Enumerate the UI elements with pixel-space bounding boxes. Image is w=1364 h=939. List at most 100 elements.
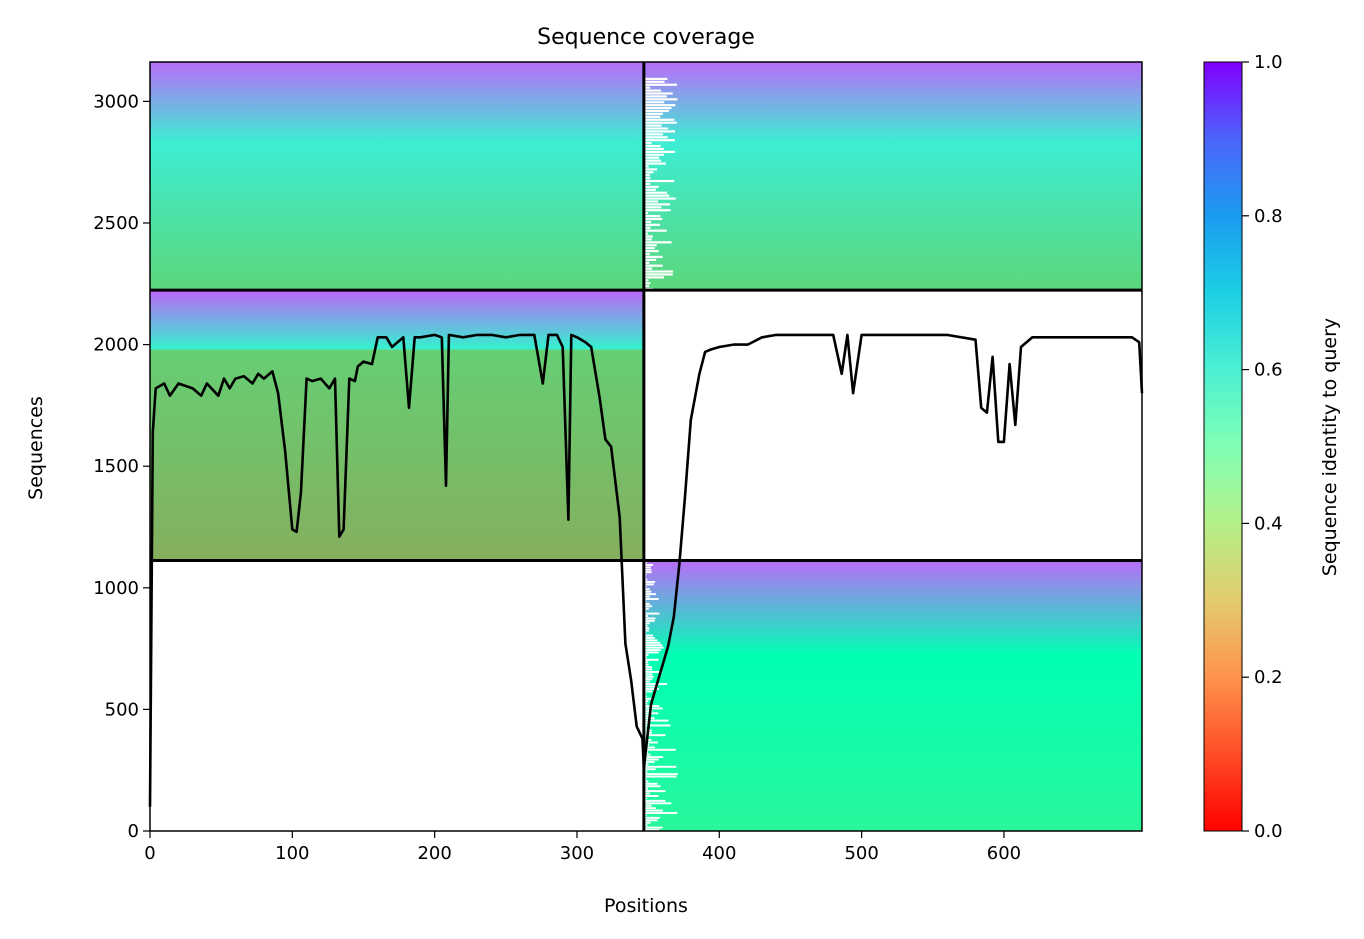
gap-mark xyxy=(643,83,678,86)
gap-mark xyxy=(643,634,653,637)
gap-mark xyxy=(643,244,657,247)
gap-mark xyxy=(643,697,654,700)
gap-mark xyxy=(643,792,650,795)
gap-mark xyxy=(643,583,654,586)
gap-mark xyxy=(643,670,663,673)
y-axis-label: Sequences xyxy=(25,396,47,500)
gap-mark xyxy=(643,220,652,223)
gap-mark xyxy=(643,142,652,145)
y-tick-label: 3000 xyxy=(93,91,139,112)
gap-mark xyxy=(643,617,656,620)
gap-mark xyxy=(643,598,659,600)
gap-mark xyxy=(643,232,648,235)
gap-mark xyxy=(643,687,660,690)
gap-mark xyxy=(643,690,653,693)
gap-mark xyxy=(643,121,677,124)
gap-mark xyxy=(643,264,663,267)
gap-mark xyxy=(643,799,666,802)
gap-mark xyxy=(643,661,649,664)
coverage-gaps xyxy=(643,77,678,831)
gap-mark xyxy=(643,685,658,688)
gap-mark xyxy=(643,605,653,608)
gap-mark xyxy=(643,593,656,596)
gap-mark xyxy=(643,194,670,197)
gap-mark xyxy=(643,127,669,130)
x-tick-label: 300 xyxy=(560,843,594,864)
coverage-block-0 xyxy=(150,62,644,291)
gap-mark xyxy=(643,130,676,133)
gap-mark xyxy=(643,804,652,807)
gap-mark xyxy=(643,802,672,805)
gap-mark xyxy=(643,675,654,678)
colorbar-ticks: 0.0 0.2 0.4 0.6 0.8 1.0 xyxy=(1242,52,1283,842)
gap-mark xyxy=(643,165,649,168)
gap-mark xyxy=(643,238,652,241)
gap-mark xyxy=(643,118,675,121)
y-tick-label: 1000 xyxy=(93,578,139,599)
gap-mark xyxy=(643,86,651,89)
coverage-line xyxy=(148,333,1144,807)
gap-mark xyxy=(643,595,650,598)
gap-mark xyxy=(643,765,677,768)
gap-mark xyxy=(643,174,650,177)
gap-mark xyxy=(643,563,654,566)
gap-mark xyxy=(643,819,658,822)
y-tick-label: 500 xyxy=(105,699,139,720)
gap-mark xyxy=(643,150,676,153)
colorbar-label: Sequence identity to query xyxy=(1319,318,1341,576)
colorbar xyxy=(1203,61,1243,832)
gap-mark xyxy=(643,115,661,118)
x-axis-label: Positions xyxy=(604,895,688,917)
gap-mark xyxy=(643,653,649,656)
gap-mark xyxy=(643,139,675,142)
coverage-line-group xyxy=(148,333,1144,807)
gap-mark xyxy=(643,270,674,273)
gap-mark xyxy=(643,709,653,712)
gap-mark xyxy=(643,249,659,253)
colorbar-tick-label: 0.8 xyxy=(1254,206,1283,227)
gap-mark xyxy=(643,714,649,717)
gap-mark xyxy=(643,156,660,159)
x-tick-label: 400 xyxy=(702,843,736,864)
gap-mark xyxy=(643,644,663,647)
gap-mark xyxy=(643,217,663,221)
gap-mark xyxy=(643,153,665,156)
gap-mark xyxy=(643,162,666,165)
gap-mark xyxy=(643,214,661,218)
block-boundaries xyxy=(150,62,1142,831)
gap-mark xyxy=(643,588,650,591)
gap-mark xyxy=(643,785,661,788)
gap-mark xyxy=(643,607,649,610)
gap-mark xyxy=(643,622,650,625)
y-tick-label: 1500 xyxy=(93,456,139,477)
gap-mark xyxy=(643,753,651,756)
gap-mark xyxy=(643,658,659,661)
gap-mark xyxy=(643,590,652,593)
gap-mark xyxy=(643,144,661,148)
gap-mark xyxy=(643,197,676,200)
gap-mark xyxy=(643,673,653,676)
gap-mark xyxy=(643,627,650,630)
gap-mark xyxy=(643,104,676,107)
gap-mark xyxy=(643,809,663,812)
gap-mark xyxy=(643,133,663,136)
x-tick-label: 600 xyxy=(987,843,1021,864)
gap-mark xyxy=(643,790,666,793)
gap-mark xyxy=(643,109,669,113)
gap-mark xyxy=(643,282,651,285)
gap-mark xyxy=(643,171,654,174)
gap-mark xyxy=(643,773,678,776)
gap-mark xyxy=(643,612,660,615)
coverage-block-1 xyxy=(150,290,644,350)
gap-mark xyxy=(643,821,651,824)
gap-mark xyxy=(643,98,678,101)
x-tick-label: 500 xyxy=(844,843,878,864)
gap-mark xyxy=(643,649,661,652)
gap-mark xyxy=(643,668,653,671)
gap-mark xyxy=(643,746,655,749)
gap-mark xyxy=(643,226,651,229)
gap-mark xyxy=(643,578,648,581)
gap-mark xyxy=(643,812,678,814)
colorbar-tick-label: 0.6 xyxy=(1254,360,1283,381)
gap-mark xyxy=(643,147,664,151)
